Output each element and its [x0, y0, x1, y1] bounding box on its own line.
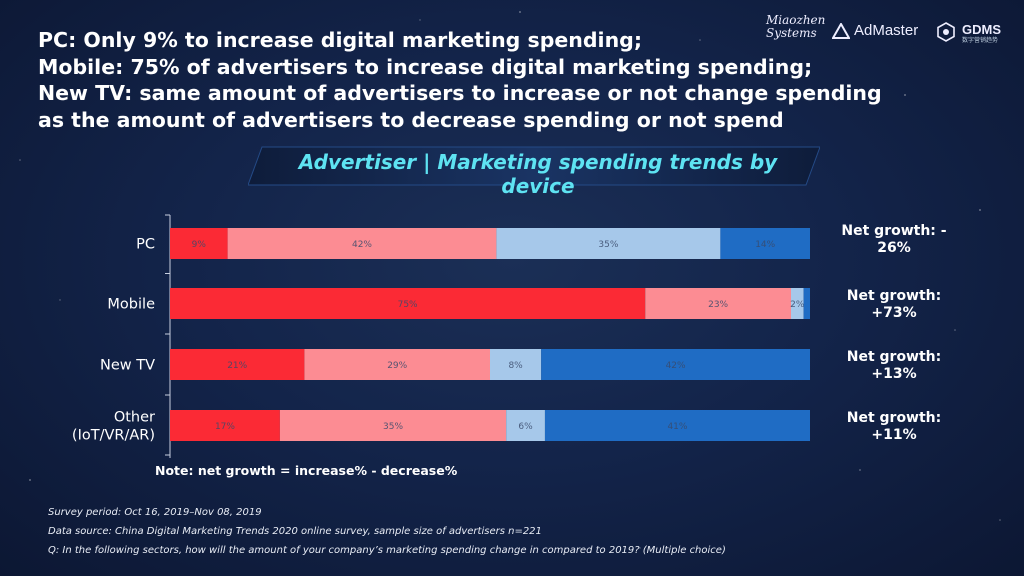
partner-logos: Miaozhen Systems AdMaster GDMS 数字营销趋势	[766, 14, 1016, 54]
data-label: 17%	[215, 422, 235, 432]
bar-segment	[170, 349, 305, 380]
net-growth-label: Net growth:	[846, 349, 942, 365]
headline: PC: Only 9% to increase digital marketin…	[38, 27, 882, 133]
admaster-mark-icon	[832, 23, 850, 40]
net-growth-label: Net growth: -	[841, 223, 947, 239]
category-label: Other	[114, 410, 155, 426]
title-banner	[248, 146, 820, 186]
bar-segment	[490, 349, 542, 380]
net-growth-value: 26%	[877, 240, 911, 256]
net-growth-mobile: Net growth: +73%	[834, 288, 954, 322]
gdms-logo-text: GDMS	[962, 22, 1001, 37]
stacked-bar-chart: PC 9% 42% 35% 14% Mobile 75% 23% 2% New TV 21% 29% 8…	[72, 214, 810, 458]
bar-segment	[790, 288, 804, 319]
bar-segment	[227, 228, 497, 259]
data-label: 9%	[192, 240, 207, 250]
bar-segment	[544, 410, 810, 441]
headline-line-2: Mobile: 75% of advertisers to increase d…	[38, 54, 813, 79]
admaster-logo: AdMaster	[832, 22, 919, 40]
data-label: 21%	[227, 361, 247, 371]
admaster-logo-text: AdMaster	[854, 22, 919, 39]
net-growth-label: Net growth:	[846, 410, 942, 426]
data-label: 14%	[755, 240, 775, 250]
data-label: 75%	[398, 300, 418, 310]
chart-title: Advertiser | Marketing spending trends b…	[298, 150, 778, 198]
net-growth-pc: Net growth: - 26%	[834, 223, 954, 257]
footnote-data-source: Data source: China Digital Marketing Tre…	[48, 526, 542, 537]
miaozhen-logo: Miaozhen Systems	[766, 13, 826, 40]
bar-segment	[506, 410, 545, 441]
data-label: 42%	[352, 240, 372, 250]
footnote-survey-period: Survey period: Oct 16, 2019–Nov 08, 2019	[48, 507, 262, 518]
net-growth-value: +73%	[871, 305, 917, 321]
net-growth-value: +13%	[871, 366, 917, 382]
category-label: New TV	[100, 358, 155, 374]
bar-segment	[496, 228, 721, 259]
category-label: Mobile	[107, 297, 155, 313]
category-label: PC	[136, 237, 155, 253]
gdms-logo: GDMS 数字营销趋势	[936, 22, 1001, 44]
chart-note: Note: net growth = increase% - decrease%	[155, 463, 458, 478]
bar-segment	[304, 349, 490, 380]
headline-line-1: PC: Only 9% to increase digital marketin…	[38, 28, 643, 52]
data-label: 2%	[790, 300, 805, 310]
data-label: 35%	[383, 422, 403, 432]
bar-segment	[645, 288, 791, 319]
bar-segment	[170, 288, 646, 319]
bar-segment	[541, 349, 810, 380]
bar-segment	[720, 228, 810, 259]
data-label: 29%	[387, 361, 407, 371]
headline-line-4: as the amount of advertisers to decrease…	[38, 107, 784, 132]
category-label: (IoT/VR/AR)	[72, 428, 155, 444]
net-growth-other: Net growth: +11%	[834, 410, 954, 444]
bar-segment	[170, 228, 228, 259]
data-label: 23%	[708, 300, 728, 310]
footnote-question: Q: In the following sectors, how will th…	[48, 545, 726, 556]
net-growth-new-tv: Net growth: +13%	[834, 349, 954, 383]
data-label: 42%	[666, 361, 686, 371]
net-growth-label: Net growth:	[846, 288, 942, 304]
data-label: 35%	[598, 240, 618, 250]
headline-line-3: New TV: same amount of advertisers to in…	[38, 81, 882, 105]
bar-segment	[279, 410, 507, 441]
bar-segment	[803, 288, 810, 319]
gdms-logo-subtext: 数字营销趋势	[962, 38, 999, 44]
data-label: 6%	[518, 422, 533, 432]
net-growth-value: +11%	[871, 427, 917, 443]
gdms-hexagon-icon	[937, 22, 955, 42]
data-label: 8%	[508, 361, 523, 371]
data-label: 41%	[667, 422, 687, 432]
bar-segment	[170, 410, 280, 441]
